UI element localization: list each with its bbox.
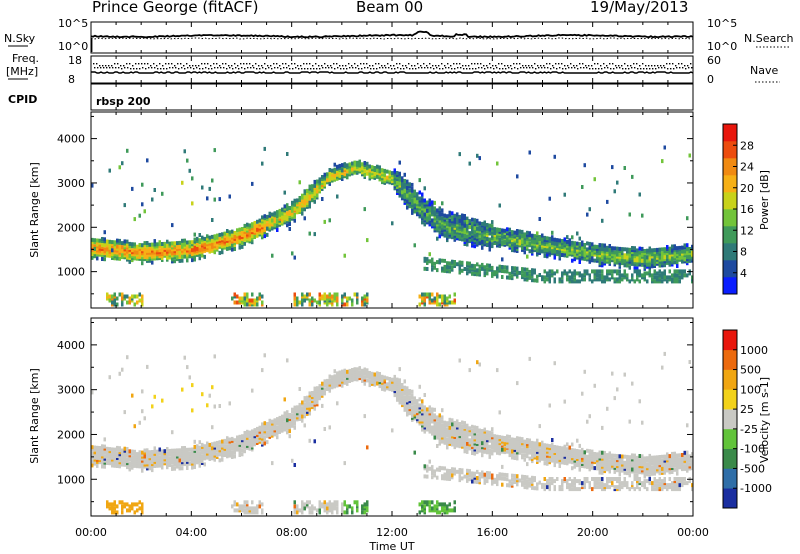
x-tick-label: 00:00 xyxy=(677,526,709,539)
freq-tick-bottom: 8 xyxy=(68,73,75,86)
colorbar-swatch xyxy=(723,226,737,244)
colorbar-tick: -1000 xyxy=(740,482,772,495)
nsearch-tick-bottom: 10^0 xyxy=(707,40,737,53)
station-title: Prince George (fitACF) xyxy=(92,0,259,16)
power-colorbar: 28 24 20 16 12 8 4 xyxy=(722,123,754,295)
colorbar-swatch xyxy=(723,209,737,227)
colorbar-swatch xyxy=(723,277,737,295)
colorbar-tick: 28 xyxy=(740,139,754,152)
colorbar-swatch xyxy=(723,389,737,410)
nave-tick-top: 60 xyxy=(707,54,721,67)
power-echoes xyxy=(91,145,694,307)
colorbar-tick: 24 xyxy=(740,161,754,174)
parameter-strips: N.Sky 10^5 10^0 10^5 10^0 N.Search Freq.… xyxy=(4,17,794,111)
colorbar-tick: 25 xyxy=(740,403,754,416)
y-tick-label: 2000 xyxy=(57,221,85,234)
cpid-label: CPID xyxy=(8,93,37,106)
colorbar-swatch xyxy=(723,330,737,351)
x-tick-label: 08:00 xyxy=(276,526,308,539)
x-tick-label: 04:00 xyxy=(175,526,207,539)
velocity-y-axis: 1000 2000 3000 4000 xyxy=(57,321,693,503)
nave-label: Nave xyxy=(750,64,778,77)
velocity-colorbar: 1000 500 100 25 -25 -100 -500 -1000 xyxy=(722,329,772,509)
power-y-axis: 1000 2000 3000 4000 xyxy=(57,115,693,295)
colorbar-tick: 500 xyxy=(740,364,761,377)
freq-label-2: [MHz] xyxy=(6,65,38,78)
beam-label: Beam 00 xyxy=(356,0,424,16)
y-tick-label: 3000 xyxy=(57,177,85,190)
date-label: 19/May/2013 xyxy=(590,0,689,16)
colorbar-swatch xyxy=(723,124,737,142)
freq-trace xyxy=(91,71,694,74)
colorbar-swatch xyxy=(723,192,737,210)
colorbar-tick: -100 xyxy=(740,443,765,456)
colorbar-tick: 20 xyxy=(740,182,754,195)
x-tick-label: 20:00 xyxy=(577,526,609,539)
colorbar-swatch xyxy=(723,369,737,390)
colorbar-swatch xyxy=(723,468,737,489)
velocity-panel: 1000 2000 3000 4000 Slant Range [km] 1000 50… xyxy=(28,317,772,517)
y-tick-label: 2000 xyxy=(57,428,85,441)
y-tick-label: 1000 xyxy=(57,266,85,279)
colorbar-swatch xyxy=(723,448,737,469)
colorbar-tick: 16 xyxy=(740,203,754,216)
nave-trace xyxy=(93,63,693,70)
colorbar-tick: 1000 xyxy=(740,344,768,357)
freq-label-1: Freq. xyxy=(12,52,39,65)
x-tick-label: 16:00 xyxy=(476,526,508,539)
colorbar-swatch xyxy=(723,243,737,261)
colorbar-swatch xyxy=(723,141,737,159)
x-tick-label: 12:00 xyxy=(376,526,408,539)
power-panel: 1000 2000 3000 4000 Slant Range [km] 28 24 20… xyxy=(28,111,771,309)
colorbar-swatch xyxy=(723,260,737,278)
colorbar-swatch xyxy=(723,158,737,176)
nsky-label: N.Sky xyxy=(4,32,36,45)
colorbar-tick: 100 xyxy=(740,383,761,396)
velocity-colorbar-label: Velocity [m s-1] xyxy=(758,377,771,463)
colorbar-swatch xyxy=(723,488,737,509)
y-tick-label: 4000 xyxy=(57,339,85,352)
colorbar-tick: -25 xyxy=(740,423,758,436)
power-ylabel: Slant Range [km] xyxy=(28,162,41,258)
cpid-value: rbsp 200 xyxy=(96,95,151,108)
colorbar-tick: 8 xyxy=(740,246,747,259)
nsearch-tick-top: 10^5 xyxy=(707,17,737,30)
colorbar-swatch xyxy=(723,409,737,430)
nsky-tick-top: 10^5 xyxy=(58,17,88,30)
y-tick-label: 4000 xyxy=(57,133,85,146)
time-axis: 00:00 04:00 08:00 12:00 16:00 20:00 00:00 xyxy=(75,22,709,539)
velocity-ylabel: Slant Range [km] xyxy=(28,368,41,464)
y-tick-label: 3000 xyxy=(57,384,85,397)
colorbar-swatch xyxy=(723,175,737,193)
colorbar-tick: -500 xyxy=(740,462,765,475)
colorbar-swatch xyxy=(723,349,737,370)
y-tick-label: 1000 xyxy=(57,473,85,486)
nsearch-label: N.Search xyxy=(744,32,794,45)
colorbar-swatch xyxy=(723,428,737,449)
nave-tick-bottom: 0 xyxy=(707,73,714,86)
velocity-echoes xyxy=(91,351,694,515)
x-tick-label: 00:00 xyxy=(75,526,107,539)
power-colorbar-label: Power [dB] xyxy=(758,170,771,230)
freq-tick-top: 18 xyxy=(68,54,82,67)
colorbar-tick: 4 xyxy=(740,267,747,280)
nsky-tick-bottom: 10^0 xyxy=(58,40,88,53)
x-axis-label: Time UT xyxy=(368,540,414,553)
colorbar-tick: 12 xyxy=(740,224,754,237)
nsearch-trace xyxy=(90,37,693,40)
